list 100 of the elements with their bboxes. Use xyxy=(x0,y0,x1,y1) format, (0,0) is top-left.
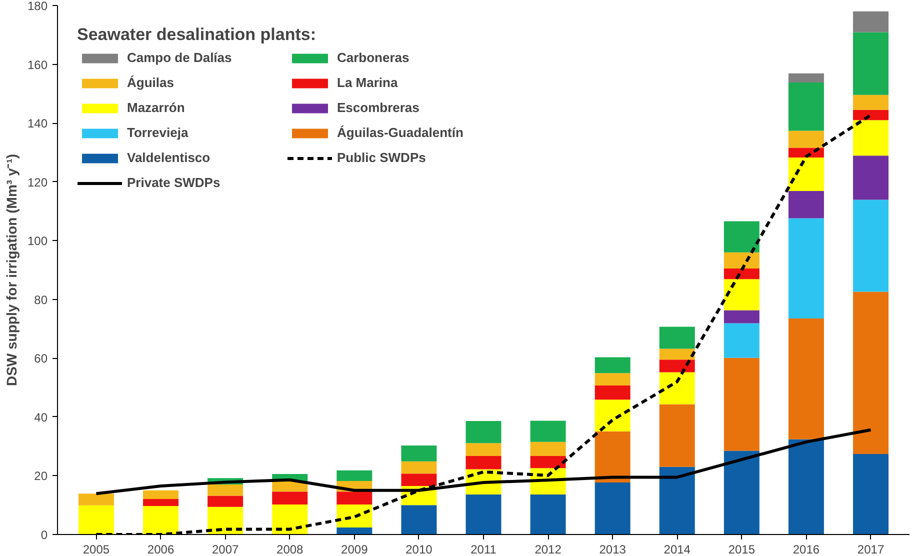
y-tick-label: 180 xyxy=(27,0,48,13)
y-tick-label: 20 xyxy=(34,469,48,484)
bar xyxy=(659,348,695,360)
bar xyxy=(466,443,502,456)
x-tick-label: 2014 xyxy=(664,542,691,556)
legend-label: Carboneras xyxy=(337,50,410,65)
bar xyxy=(853,454,889,534)
y-tick-label: 80 xyxy=(34,292,48,307)
bar xyxy=(788,218,824,318)
bar xyxy=(724,358,760,451)
x-tick-label: 2015 xyxy=(728,542,756,556)
bar xyxy=(336,527,372,534)
bar xyxy=(853,11,889,32)
legend-label: Mazarrón xyxy=(127,100,186,115)
legend-label: Public SWDPs xyxy=(337,150,427,165)
bar xyxy=(466,421,502,444)
bar xyxy=(788,82,824,131)
bar xyxy=(78,494,114,506)
bar xyxy=(788,439,824,534)
y-tick-label: 60 xyxy=(34,352,48,366)
bar xyxy=(336,492,372,505)
bar xyxy=(208,496,244,507)
bar xyxy=(853,110,889,120)
bar xyxy=(272,492,308,505)
bar xyxy=(594,431,630,482)
y-tick-label: 140 xyxy=(27,116,48,131)
bar xyxy=(724,323,760,358)
bar xyxy=(724,279,760,310)
x-tick-label: 2005 xyxy=(82,542,110,556)
legend-label: Escombreras xyxy=(337,100,420,115)
bar xyxy=(143,490,179,499)
bar xyxy=(659,360,695,372)
legend-label: La Marina xyxy=(337,75,399,90)
bar xyxy=(143,498,179,506)
y-axis-title: DSW supply for irrigation (Mm³ y⁻¹) xyxy=(3,154,20,386)
bar xyxy=(466,456,502,470)
y-tick-label: 100 xyxy=(27,234,48,248)
bar xyxy=(594,386,630,400)
bar xyxy=(659,404,695,467)
bar xyxy=(724,450,760,534)
legend-label: Valdelentisco xyxy=(127,150,212,165)
bar xyxy=(143,506,179,534)
x-tick-label: 2011 xyxy=(470,542,497,556)
bar xyxy=(336,470,372,482)
bar xyxy=(336,504,372,528)
bar xyxy=(788,130,824,148)
bar xyxy=(594,482,630,534)
bar xyxy=(208,506,244,534)
bar xyxy=(788,157,824,191)
bar xyxy=(659,372,695,404)
bar xyxy=(594,357,630,374)
legend-label: Águilas-Guadalentín xyxy=(337,125,464,140)
bar xyxy=(788,318,824,440)
bar xyxy=(594,400,630,432)
bar xyxy=(401,445,437,462)
bar xyxy=(853,200,889,292)
x-tick-label: 2008 xyxy=(276,542,304,556)
y-tick-label: 160 xyxy=(27,58,48,72)
bar xyxy=(208,484,244,496)
bar xyxy=(788,73,824,82)
bar xyxy=(530,494,566,534)
x-tick-label: 2013 xyxy=(599,542,626,556)
legend-label: Águilas xyxy=(127,75,175,90)
bar xyxy=(659,326,695,349)
bar xyxy=(78,505,114,534)
bar xyxy=(724,310,760,324)
bar xyxy=(530,420,566,442)
bar xyxy=(401,505,437,534)
bar xyxy=(401,474,437,486)
bar xyxy=(853,32,889,95)
x-tick-label: 2009 xyxy=(341,542,368,556)
bar xyxy=(530,456,566,468)
bar xyxy=(659,466,695,534)
bar xyxy=(788,190,824,218)
bar xyxy=(788,148,824,158)
legend-label: Campo de Dalías xyxy=(127,50,233,65)
bar xyxy=(724,268,760,280)
bar xyxy=(853,94,889,110)
bar xyxy=(466,494,502,534)
bar xyxy=(401,461,437,474)
y-tick-label: 40 xyxy=(34,410,48,424)
bar xyxy=(530,442,566,456)
legend-label: Private SWDPs xyxy=(127,175,222,190)
bar xyxy=(724,221,760,252)
x-tick-label: 2017 xyxy=(857,542,884,556)
bar xyxy=(272,504,308,534)
y-tick-label: 120 xyxy=(27,175,48,190)
bar xyxy=(853,292,889,454)
x-tick-label: 2016 xyxy=(792,542,820,556)
x-tick-label: 2007 xyxy=(212,542,239,556)
bar xyxy=(853,156,889,200)
legend-label: Torrevieja xyxy=(127,125,190,140)
y-tick-label: 0 xyxy=(40,528,48,542)
x-tick-label: 2010 xyxy=(406,542,433,556)
bar xyxy=(724,252,760,269)
x-tick-label: 2012 xyxy=(534,542,562,556)
bar xyxy=(853,120,889,156)
legend-title: Seawater desalination plants: xyxy=(77,25,318,45)
bar xyxy=(594,373,630,386)
x-tick-label: 2006 xyxy=(147,542,174,556)
